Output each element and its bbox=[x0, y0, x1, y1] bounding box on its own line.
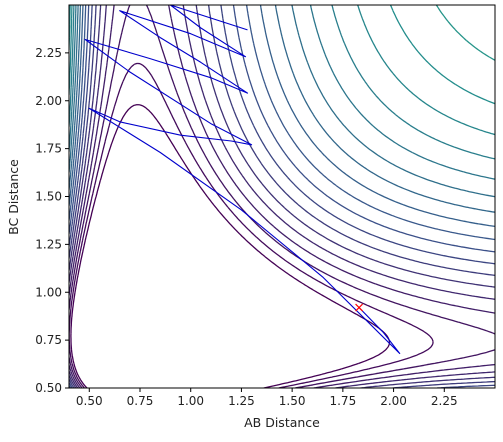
x-tick-label: 1.25 bbox=[228, 394, 255, 408]
x-tick-label: 0.50 bbox=[76, 394, 103, 408]
y-tick-label: 1.25 bbox=[35, 237, 62, 251]
contour-level bbox=[69, 5, 495, 136]
contour-level bbox=[69, 5, 495, 228]
contour-level bbox=[70, 103, 391, 388]
x-tick-label: 2.00 bbox=[380, 394, 407, 408]
x-tick-label: 2.25 bbox=[431, 394, 458, 408]
contour-level bbox=[69, 5, 495, 388]
y-tick-label: 1.75 bbox=[35, 142, 62, 156]
y-tick-label: 1.50 bbox=[35, 190, 62, 204]
y-tick-label: 0.75 bbox=[35, 333, 62, 347]
y-axis-label: BC Distance bbox=[6, 159, 21, 235]
y-axis-ticks: 0.50 0.75 1.00 1.25 1.50 1.75 2.00 2.25 bbox=[35, 46, 69, 395]
contour-level bbox=[69, 5, 495, 388]
trajectory-layer bbox=[84, 5, 401, 355]
x-axis-label: AB Distance bbox=[244, 415, 320, 430]
contour-level bbox=[69, 5, 495, 241]
x-tick-label: 1.00 bbox=[177, 394, 204, 408]
contour-level bbox=[69, 5, 495, 198]
contour-level bbox=[69, 5, 495, 388]
contour-level bbox=[69, 5, 495, 160]
contour-lines bbox=[69, 5, 495, 388]
contour-level bbox=[69, 5, 495, 388]
x-axis-ticks: 0.50 0.75 1.00 1.25 1.50 1.75 2.00 2.25 bbox=[76, 388, 458, 408]
plot-frame bbox=[68, 4, 496, 389]
y-tick-label: 2.00 bbox=[35, 94, 62, 108]
x-tick-label: 1.50 bbox=[279, 394, 306, 408]
contour-level bbox=[69, 5, 495, 180]
x-tick-label: 0.75 bbox=[127, 394, 154, 408]
contour-level bbox=[69, 5, 495, 388]
contour-level bbox=[69, 5, 495, 213]
contour-level bbox=[69, 5, 495, 388]
marker-x bbox=[355, 303, 364, 312]
y-tick-label: 2.25 bbox=[35, 46, 62, 60]
y-tick-label: 1.00 bbox=[35, 285, 62, 299]
contour-level bbox=[435, 5, 495, 61]
contour-level bbox=[69, 5, 495, 388]
y-tick-label: 0.50 bbox=[35, 381, 62, 395]
trajectory-line bbox=[84, 5, 401, 355]
x-tick-label: 1.75 bbox=[329, 394, 356, 408]
contour-level bbox=[69, 62, 434, 388]
